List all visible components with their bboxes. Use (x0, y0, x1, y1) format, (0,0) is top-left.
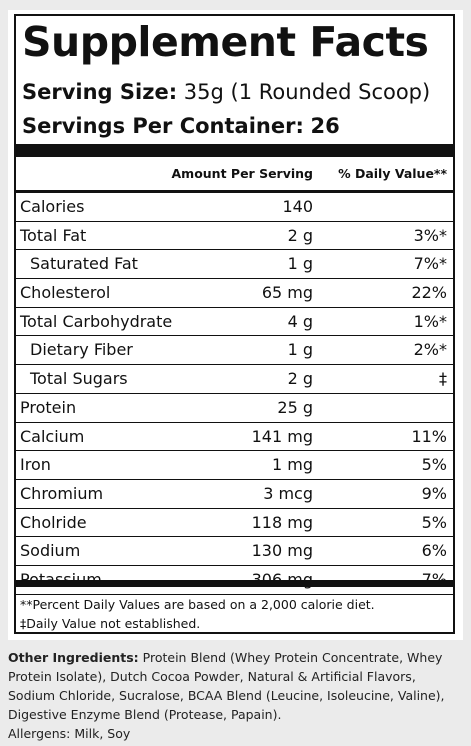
ingredients-label: Other Ingredients: (8, 650, 139, 665)
nutrient-daily-value: 6% (421, 541, 447, 561)
nutrient-amount: 3 mcg (263, 483, 313, 503)
nutrient-name: Calories (20, 197, 85, 216)
footnotes: **Percent Daily Values are based on a 2,… (20, 595, 375, 633)
nutrient-row: Sodium 130 mg 6% (16, 537, 453, 566)
nutrient-row: Saturated Fat 1 g 7%* (16, 250, 453, 280)
nutrient-amount: 140 (282, 197, 313, 216)
servings-per-label: Servings Per Container: (22, 114, 304, 138)
nutrient-name: Dietary Fiber (30, 340, 133, 360)
nutrient-name: Chromium (20, 483, 104, 503)
nutrient-daily-value: 7%* (413, 254, 447, 274)
nutrient-row: Dietary Fiber 1 g 2%* (16, 336, 453, 366)
header-amount-per-serving: Amount Per Serving (171, 166, 314, 181)
footnote-daily-values: **Percent Daily Values are based on a 2,… (20, 597, 375, 612)
nutrient-row: Cholesterol 65 mg 22% (16, 279, 453, 308)
nutrient-daily-value: 5% (421, 455, 447, 475)
supplement-facts-panel: Supplement Facts Serving Size: 35g (1 Ro… (8, 10, 463, 640)
footnote-not-established: ‡Daily Value not established. (20, 616, 201, 631)
nutrient-daily-value: 1%* (413, 311, 447, 331)
nutrient-daily-value: 2%* (413, 340, 447, 360)
nutrient-name: Total Fat (20, 225, 87, 245)
nutrient-amount: 25 g (277, 397, 313, 417)
nutrient-name: Iron (20, 455, 51, 475)
nutrient-daily-value: 3%* (413, 225, 447, 245)
header-daily-value: % Daily Value** (338, 166, 447, 181)
nutrient-rows: Calories 140 Total Fat 2 g 3%* Saturated Fat 1… (16, 193, 453, 595)
supplement-facts-box: Supplement Facts Serving Size: 35g (1 Ro… (14, 14, 455, 634)
nutrient-row: Iron 1 mg 5% (16, 451, 453, 480)
serving-size-label: Serving Size: (22, 80, 178, 104)
thick-divider (16, 144, 453, 157)
nutrient-daily-value: 9% (421, 483, 447, 503)
servings-per-container: Servings Per Container: 26 (22, 112, 340, 140)
serving-size-value: 35g (1 Rounded Scoop) (183, 80, 431, 104)
nutrient-row: Total Carbohydrate 4 g 1%* (16, 308, 453, 337)
nutrient-row: Total Fat 2 g 3%* (16, 222, 453, 251)
nutrient-amount: 1 g (287, 254, 313, 274)
nutrient-amount: 130 mg (251, 541, 313, 561)
nutrient-row: Calcium 141 mg 11% (16, 423, 453, 452)
nutrient-row: Cholride 118 mg 5% (16, 509, 453, 538)
nutrient-amount: 1 mg (271, 455, 313, 475)
ingredients-text: Protein Blend (Whey Protein Concentrate,… (8, 650, 445, 722)
nutrient-daily-value: ‡ (439, 369, 447, 389)
nutrient-name: Total Carbohydrate (20, 311, 173, 331)
nutrient-amount: 2 g (287, 225, 313, 245)
nutrient-name: Total Sugars (30, 369, 128, 389)
allergens: Allergens: Milk, Soy (8, 726, 131, 741)
nutrient-name: Protein (20, 397, 77, 417)
nutrient-amount: 65 mg (261, 283, 313, 303)
nutrient-name: Saturated Fat (30, 254, 138, 274)
nutrient-daily-value: 11% (411, 426, 447, 446)
nutrient-name: Cholesterol (20, 283, 111, 303)
serving-size: Serving Size: 35g (1 Rounded Scoop) (22, 78, 430, 106)
nutrient-row: Total Sugars 2 g ‡ (16, 365, 453, 394)
nutrient-row: Chromium 3 mcg 9% (16, 480, 453, 509)
nutrient-amount: 141 mg (251, 426, 313, 446)
nutrient-row: Protein 25 g (16, 394, 453, 423)
other-ingredients: Other Ingredients: Protein Blend (Whey P… (8, 648, 463, 743)
nutrient-amount: 1 g (287, 340, 313, 360)
bottom-divider (16, 580, 453, 587)
nutrient-name: Sodium (20, 541, 81, 561)
nutrient-name: Calcium (20, 426, 85, 446)
nutrient-row: Calories 140 (16, 193, 453, 222)
nutrient-name: Cholride (20, 512, 87, 532)
nutrient-daily-value: 5% (421, 512, 447, 532)
nutrient-amount: 118 mg (251, 512, 313, 532)
facts-title: Supplement Facts (22, 18, 429, 66)
nutrient-daily-value: 22% (411, 283, 447, 303)
servings-per-value: 26 (310, 114, 340, 138)
nutrient-amount: 2 g (287, 369, 313, 389)
column-header-row: Amount Per Serving % Daily Value** (16, 158, 453, 193)
nutrient-amount: 4 g (287, 311, 313, 331)
